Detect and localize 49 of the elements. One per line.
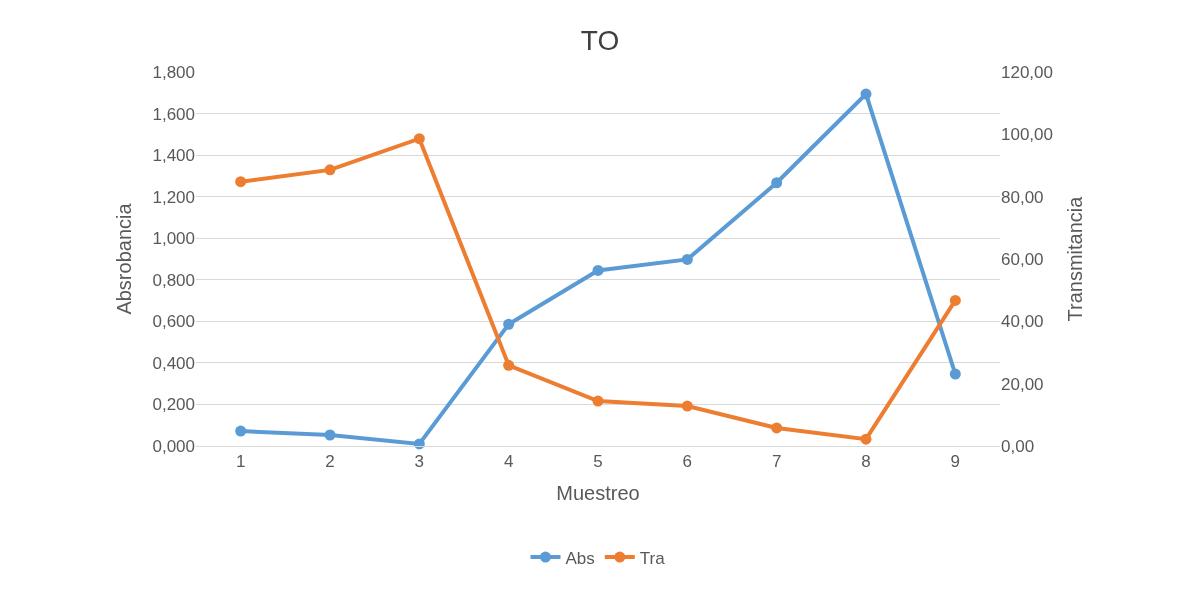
y-tick-label: 0,000 [152, 436, 195, 456]
y-tick-label: 0,400 [152, 353, 195, 373]
chart-title: TO [580, 24, 620, 56]
y-tick-label: 1,000 [152, 229, 195, 249]
y2-tick-label: 20,00 [1001, 374, 1044, 394]
point [681, 253, 693, 265]
point [235, 176, 247, 188]
y2-axis-title: Transmitancia [1063, 195, 1086, 322]
point [949, 294, 961, 306]
y-tick-label: 0,800 [152, 270, 195, 290]
point [413, 133, 425, 145]
point [592, 264, 604, 276]
y-tick-label: 0,200 [152, 395, 195, 415]
point [860, 433, 872, 445]
point [324, 164, 336, 176]
legend-label: Abs [565, 548, 595, 568]
y2-tick-label: 0,00 [1001, 436, 1035, 456]
point [503, 318, 515, 330]
x-tick-label: 3 [414, 452, 425, 472]
legend-label: Tra [639, 548, 666, 568]
x-tick-label: 5 [593, 452, 603, 472]
y2-tick-label: 60,00 [1001, 249, 1044, 269]
x-tick-label: 7 [771, 452, 782, 472]
y-tick-label: 1,200 [152, 187, 195, 207]
point [503, 359, 515, 371]
point [681, 400, 693, 412]
x-tick-label: 1 [235, 452, 246, 472]
y2-tick-label: 40,00 [1001, 312, 1044, 332]
y-tick-label: 1,600 [152, 104, 195, 124]
x-tick-label: 6 [682, 452, 693, 472]
x-tick-label: 9 [950, 452, 961, 472]
point [235, 425, 247, 437]
y2-tick-label: 80,00 [1001, 187, 1044, 207]
point [592, 395, 604, 407]
y2-tick-label: 120,00 [1001, 62, 1053, 82]
point [949, 368, 961, 380]
y2-tick-label: 100,00 [1001, 125, 1053, 145]
x-tick-label: 4 [503, 452, 514, 472]
y-tick-label: 1,400 [152, 146, 195, 166]
y-tick-label: 0,600 [152, 312, 195, 332]
x-axis-title: Muestreo [556, 481, 640, 504]
point [860, 88, 872, 100]
point [771, 177, 783, 189]
y-tick-label: 1,800 [152, 62, 195, 82]
point [771, 422, 783, 434]
point [324, 429, 336, 441]
y-axis-title: Absrobancia [112, 202, 135, 315]
x-tick-label: 2 [325, 452, 335, 472]
x-tick-label: 8 [861, 452, 871, 472]
